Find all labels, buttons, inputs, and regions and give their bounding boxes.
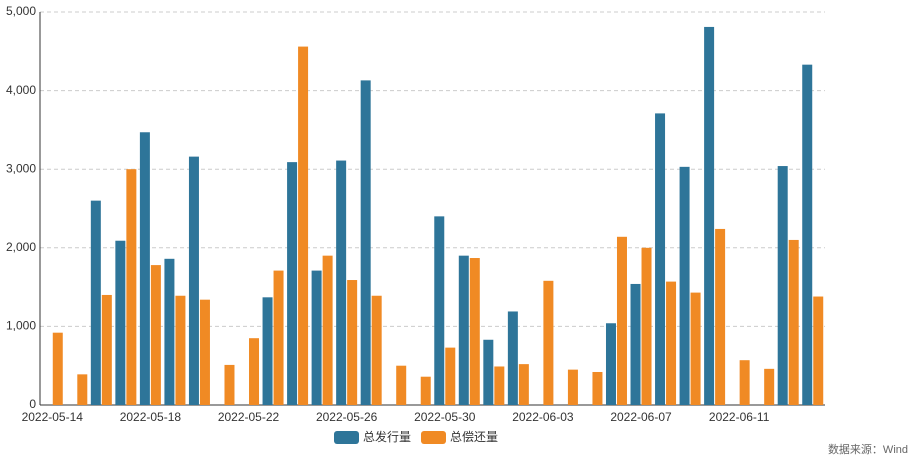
bar xyxy=(469,258,480,405)
bar xyxy=(788,239,799,405)
bar xyxy=(139,132,150,405)
x-tick-label: 2022-06-07 xyxy=(610,410,672,424)
bar xyxy=(715,228,726,405)
bar xyxy=(434,216,445,405)
bar xyxy=(616,236,627,405)
y-tick-label: 0 xyxy=(29,397,36,411)
bar xyxy=(287,162,298,405)
bar xyxy=(371,295,382,405)
bar xyxy=(249,338,260,405)
bar xyxy=(777,166,788,405)
bar xyxy=(90,200,101,405)
bar xyxy=(458,255,469,405)
bar xyxy=(739,360,750,405)
bar xyxy=(592,371,603,405)
bar xyxy=(52,332,63,405)
bar xyxy=(396,365,407,405)
y-tick-label: 4,000 xyxy=(6,83,36,97)
bar xyxy=(175,295,186,405)
x-tick-label: 2022-05-30 xyxy=(414,410,476,424)
bar xyxy=(704,26,715,406)
x-tick-label: 2022-05-22 xyxy=(218,410,280,424)
bar xyxy=(77,374,88,405)
bar xyxy=(641,247,652,405)
x-tick-label: 2022-06-03 xyxy=(512,410,574,424)
source-note: 数据来源：Wind xyxy=(828,442,908,456)
bar xyxy=(543,280,554,405)
y-tick-label: 3,000 xyxy=(6,161,36,175)
bar xyxy=(483,339,494,405)
legend-label: 总偿还量 xyxy=(450,429,498,444)
x-tick-label: 2022-05-14 xyxy=(22,410,84,424)
bar xyxy=(336,160,347,405)
bar xyxy=(679,166,690,405)
x-tick-label: 2022-05-26 xyxy=(316,410,378,424)
bar xyxy=(813,296,824,405)
y-tick-label: 2,000 xyxy=(6,240,36,254)
bar xyxy=(420,376,431,405)
bar xyxy=(690,292,701,405)
bar xyxy=(630,283,641,405)
bar xyxy=(567,369,578,405)
bar xyxy=(445,347,456,405)
y-tick-label: 1,000 xyxy=(6,319,36,333)
bar xyxy=(199,299,210,405)
bar xyxy=(360,80,371,405)
bar xyxy=(494,366,505,405)
bar xyxy=(764,368,775,405)
bar xyxy=(298,46,309,406)
bar xyxy=(101,294,112,405)
x-tick-label: 2022-05-18 xyxy=(120,410,182,424)
bar xyxy=(115,240,126,405)
bar xyxy=(605,323,616,405)
bar xyxy=(262,297,273,405)
bar xyxy=(311,270,322,405)
bar xyxy=(347,280,358,405)
bar xyxy=(518,364,529,405)
bar xyxy=(150,265,161,405)
bar xyxy=(655,113,666,406)
legend-label: 总发行量 xyxy=(363,429,411,444)
y-tick-label: 5,000 xyxy=(6,4,36,18)
x-tick-label: 2022-06-11 xyxy=(709,410,770,424)
bar xyxy=(126,169,137,405)
bar xyxy=(802,64,813,406)
bar xyxy=(273,270,284,405)
bar xyxy=(164,258,175,405)
bar xyxy=(507,311,518,405)
bar xyxy=(666,281,677,405)
bar xyxy=(188,156,199,405)
legend-swatch xyxy=(334,431,359,444)
bar xyxy=(322,255,333,405)
bar xyxy=(224,364,235,405)
legend-swatch xyxy=(421,431,446,444)
